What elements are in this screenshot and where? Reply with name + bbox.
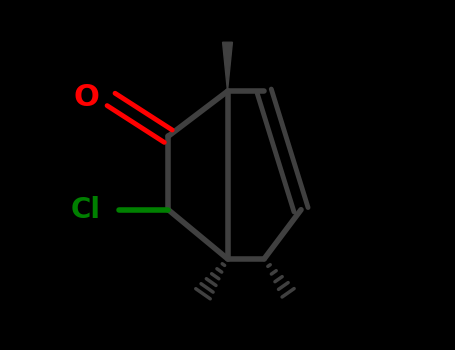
Text: O: O: [74, 83, 100, 112]
Polygon shape: [222, 42, 233, 91]
Text: Cl: Cl: [71, 196, 101, 224]
